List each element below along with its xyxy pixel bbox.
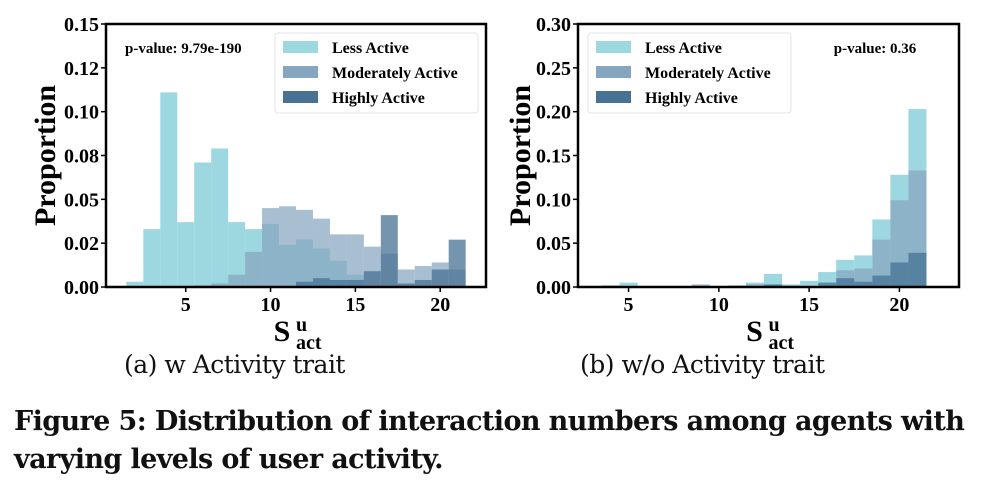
bar-highly-20 (431, 269, 449, 287)
x-tick-label: 5 (181, 294, 191, 316)
bar-less-15 (800, 280, 819, 287)
bar-less-2 (126, 281, 144, 287)
chart-panel-a: 0.00 0.02 0.05 0.08 0.10 0.12 0.15 5 10 15 20 Propo… (29, 14, 488, 354)
bar-moderate-9 (245, 251, 263, 287)
y-axis-label: Proportion (29, 85, 62, 226)
bar-highly-14 (329, 279, 347, 287)
legend-swatch-moderate (596, 66, 631, 78)
legend-swatch-less (283, 41, 318, 53)
y-tick-label: 0.10 (536, 189, 571, 211)
x-tick-label: 15 (799, 294, 819, 316)
x-tick-label: 10 (261, 294, 281, 316)
y-tick-label: 0.00 (536, 277, 571, 299)
bar-less-6 (194, 162, 212, 287)
bar-less-13 (763, 273, 783, 287)
bar-moderate-18 (397, 269, 415, 287)
bar-highly-16 (363, 271, 381, 287)
x-axis-label-sub: act (769, 332, 795, 354)
legend-swatch-less (596, 41, 631, 53)
legend-label-moderate: Moderately Active (645, 65, 771, 82)
figure-caption: Figure 5: Distribution of interaction nu… (14, 406, 965, 475)
legend-label-less: Less Active (645, 40, 722, 57)
y-tick-label: 0.15 (64, 14, 99, 36)
bar-highly-15 (346, 279, 364, 287)
x-tick-label: 20 (430, 294, 450, 316)
bar-moderate-11 (279, 206, 296, 287)
x-axis-label: S (274, 315, 291, 348)
bar-highly-12 (296, 281, 313, 287)
bar-highly-21 (448, 239, 466, 287)
bar-highly-18 (854, 281, 873, 287)
bar-highly-19 (872, 275, 891, 287)
p-value-annotation: p-value: 9.79e-190 (125, 41, 242, 57)
bar-less-8 (228, 222, 246, 287)
bar-highly-18 (397, 283, 415, 287)
x-tick-label: 15 (345, 294, 365, 316)
y-tick-label: 0.05 (64, 189, 99, 211)
p-value-annotation: p-value: 0.36 (834, 41, 917, 57)
bar-highly-17 (836, 278, 855, 287)
x-tick-label: 10 (709, 294, 729, 316)
bar-moderate-12 (745, 284, 764, 287)
y-tick-label: 0.15 (536, 146, 571, 168)
legend-label-highly: Highly Active (332, 90, 425, 107)
legend-swatch-moderate (283, 66, 318, 78)
legend: Less Active Moderately Active Highly Activ… (274, 32, 479, 114)
legend-swatch-highly (596, 91, 631, 103)
bar-less-3 (143, 229, 161, 287)
y-tick-label: 0.20 (536, 102, 571, 124)
bar-moderate-7 (211, 283, 229, 287)
bar-moderate-15 (346, 234, 364, 287)
bar-moderate-12 (296, 209, 313, 287)
x-tick-label: 20 (889, 294, 909, 316)
bar-highly-17 (380, 215, 398, 287)
x-axis-label-sup: u (296, 314, 307, 336)
bar-moderate-10 (262, 208, 280, 287)
x-axis-label-sup: u (769, 314, 780, 336)
bar-less-5 (619, 282, 638, 287)
legend-swatch-highly (283, 91, 318, 103)
y-tick-label: 0.30 (536, 14, 571, 36)
bar-highly-13 (763, 284, 783, 287)
subcaption-a: (a) w Activity trait (124, 350, 345, 379)
x-tick-label: 5 (624, 294, 634, 316)
bar-moderate-13 (312, 218, 330, 287)
legend-box (587, 32, 792, 114)
bar-moderate-14 (329, 234, 347, 287)
y-tick-label: 0.00 (64, 277, 99, 299)
bar-highly-21 (908, 252, 927, 287)
x-axis-label-sub: act (296, 332, 322, 354)
bar-moderate-8 (228, 274, 246, 287)
bar-moderate-19 (872, 239, 891, 287)
bar-less-5 (177, 222, 195, 287)
y-tick-label: 0.12 (64, 58, 99, 80)
bar-moderate-9 (691, 284, 710, 287)
legend: Less Active Moderately Active Highly Activ… (587, 32, 792, 114)
y-tick-label: 0.10 (64, 102, 99, 124)
bar-highly-19 (414, 279, 432, 287)
bars-group (601, 109, 927, 287)
y-tick-label: 0.08 (64, 146, 99, 168)
legend-label-moderate: Moderately Active (332, 65, 458, 82)
bar-highly-20 (890, 262, 909, 287)
x-axis-label: S (746, 315, 763, 348)
chart-panel-b: 0.00 0.05 0.10 0.15 0.20 0.25 0.30 5 10 15 20 Propo… (504, 14, 961, 354)
bars-group (126, 92, 466, 287)
y-tick-label: 0.25 (536, 58, 571, 80)
subcaption-b: (b) w/o Activity trait (580, 350, 825, 379)
y-tick-label: 0.05 (536, 233, 571, 255)
bar-less-14 (782, 284, 801, 287)
bar-highly-13 (312, 278, 330, 287)
legend-label-highly: Highly Active (645, 90, 738, 107)
bar-less-7 (211, 148, 229, 287)
y-axis-label: Proportion (504, 85, 537, 226)
bar-less-4 (160, 92, 178, 287)
legend-label-less: Less Active (332, 40, 409, 57)
legend-box (274, 32, 479, 114)
bar-highly-16 (818, 282, 837, 287)
y-tick-label: 0.02 (64, 233, 99, 255)
